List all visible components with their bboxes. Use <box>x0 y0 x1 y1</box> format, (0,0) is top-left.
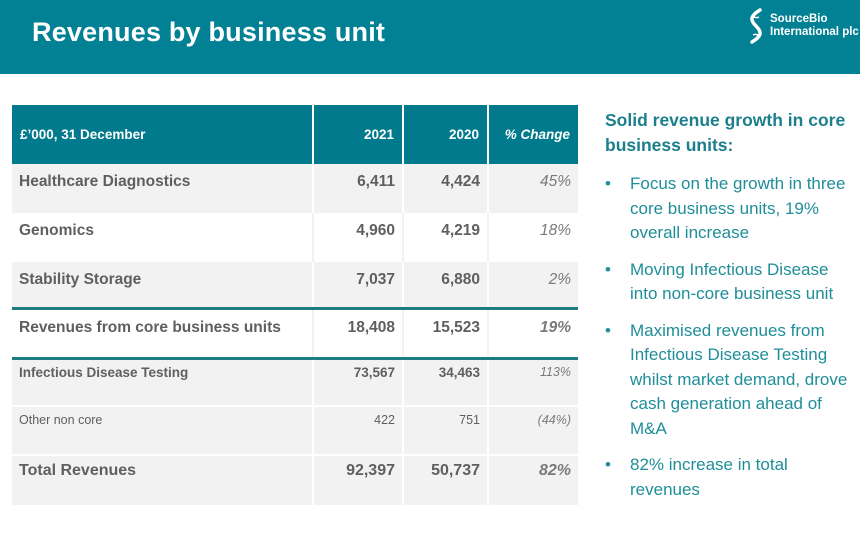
commentary-bullets: • Focus on the growth in three core busi… <box>605 172 855 502</box>
bullet-text: Focus on the growth in three core busine… <box>630 174 846 242</box>
logo-line-2: International plc <box>770 26 859 38</box>
bullet-icon: • <box>605 320 611 340</box>
column-header-2020: 2020 <box>403 105 489 164</box>
column-header-change: % Change <box>488 105 578 164</box>
value-2020: 6,880 <box>403 262 489 310</box>
company-logo: SourceBio International plc <box>746 8 859 44</box>
column-header-2021: 2021 <box>313 105 404 164</box>
table-row-core-subtotal: Revenues from core business units 18,408… <box>12 308 578 360</box>
value-2020: 4,219 <box>403 213 489 262</box>
row-label: Revenues from core business units <box>12 308 314 360</box>
value-change: 2% <box>488 262 578 310</box>
value-2021: 422 <box>313 406 404 456</box>
row-label: Infectious Disease Testing <box>12 358 314 407</box>
value-2020: 50,737 <box>403 455 489 505</box>
value-2021: 6,411 <box>313 164 404 213</box>
value-2021: 7,037 <box>313 262 404 310</box>
row-label: Healthcare Diagnostics <box>12 164 314 213</box>
bullet-item: • Focus on the growth in three core busi… <box>605 172 855 246</box>
bullet-text: 82% increase in total revenues <box>630 455 788 499</box>
table-row-genomics: Genomics 4,960 4,219 18% <box>12 213 578 262</box>
page-title: Revenues by business unit <box>32 17 386 47</box>
row-label: Stability Storage <box>12 262 314 310</box>
logo-line-1: SourceBio <box>770 13 828 25</box>
bullet-icon: • <box>605 174 611 193</box>
value-change: 82% <box>488 455 578 505</box>
row-label: Total Revenues <box>12 455 314 505</box>
value-change: 19% <box>488 308 578 360</box>
value-change: (44%) <box>488 406 578 456</box>
bullet-item: • 82% increase in total revenues <box>605 453 855 502</box>
value-2021: 4,960 <box>313 213 404 262</box>
commentary-panel: Solid revenue growth in core business un… <box>605 108 855 514</box>
value-2020: 751 <box>403 406 489 456</box>
value-2021: 73,567 <box>313 358 404 407</box>
table-row-total-revenues: Total Revenues 92,397 50,737 82% <box>12 455 578 505</box>
table-row-infectious-disease-testing: Infectious Disease Testing 73,567 34,463… <box>12 358 578 407</box>
value-2021: 18,408 <box>313 308 404 360</box>
bullet-icon: • <box>605 259 611 279</box>
value-2021: 92,397 <box>313 455 404 505</box>
row-label: Genomics <box>12 213 314 262</box>
row-label: Other non core <box>12 406 314 456</box>
table-row-healthcare-diagnostics: Healthcare Diagnostics 6,411 4,424 45% <box>12 164 578 213</box>
commentary-heading: Solid revenue growth in core business un… <box>605 110 846 155</box>
value-2020: 4,424 <box>403 164 489 213</box>
bullet-item: • Moving Infectious Disease into non-cor… <box>605 258 855 307</box>
table-row-other-non-core: Other non core 422 751 (44%) <box>12 406 578 456</box>
bullet-text: Moving Infectious Disease into non-core … <box>630 259 834 304</box>
value-change: 45% <box>488 164 578 213</box>
bullet-item: • Maximised revenues from Infectious Dis… <box>605 319 855 442</box>
logo-text: SourceBio International plc <box>770 13 859 39</box>
column-header-unit: £’000, 31 December <box>12 105 314 164</box>
table-row-stability-storage: Stability Storage 7,037 6,880 2% <box>12 262 578 310</box>
revenue-table: £’000, 31 December 2021 2020 % Change He… <box>12 105 578 505</box>
table-header-row: £’000, 31 December 2021 2020 % Change <box>12 105 578 164</box>
value-change: 113% <box>488 358 578 407</box>
bullet-text: Maximised revenues from Infectious Disea… <box>630 320 848 438</box>
dna-helix-icon <box>750 8 762 44</box>
bullet-icon: • <box>605 455 611 474</box>
value-change: 18% <box>488 213 578 262</box>
value-2020: 15,523 <box>403 308 489 360</box>
value-2020: 34,463 <box>403 358 489 407</box>
header-band: Revenues by business unit SourceBio Inte… <box>0 0 860 74</box>
